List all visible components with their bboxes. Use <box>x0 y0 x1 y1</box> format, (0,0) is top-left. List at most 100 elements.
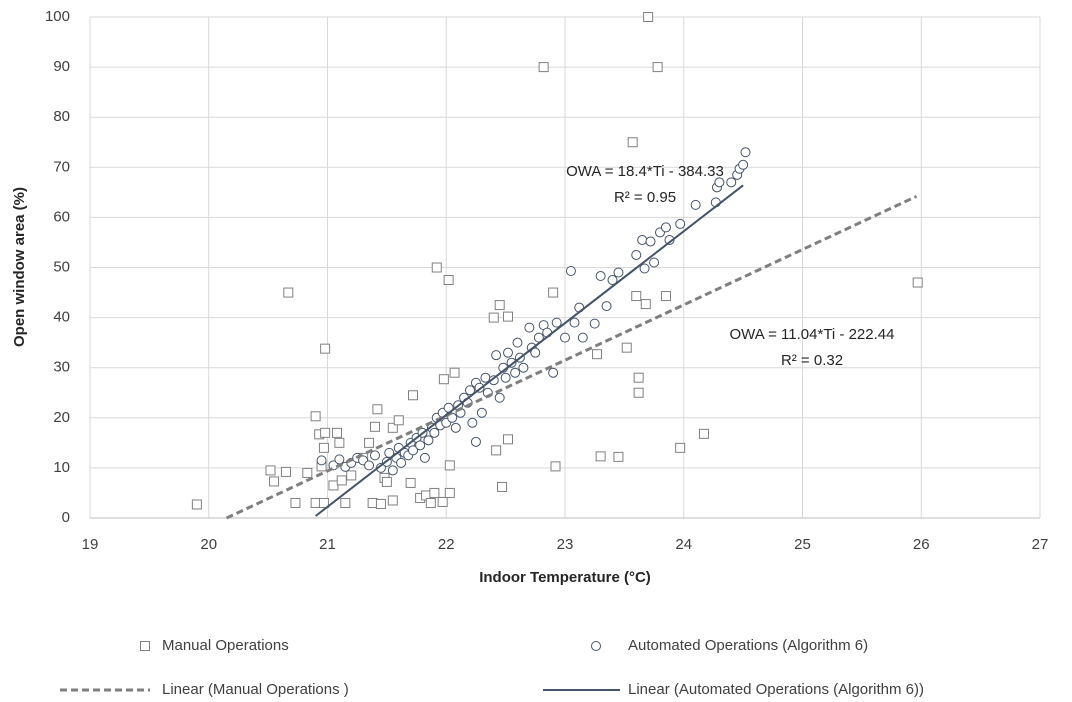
scatter-point <box>340 497 351 508</box>
y-tick-label: 10 <box>53 459 70 476</box>
scatter-point <box>320 343 331 354</box>
legend-label: Manual Operations <box>162 637 289 654</box>
scatter-point <box>690 199 701 210</box>
scatter-point <box>346 470 357 481</box>
scatter-point <box>512 337 523 348</box>
scatter-point <box>589 318 600 329</box>
scatter-point <box>387 422 398 433</box>
x-tick-label: 26 <box>913 536 930 553</box>
scatter-point <box>405 477 416 488</box>
scatter-point <box>265 465 276 476</box>
scatter-point <box>467 417 478 428</box>
scatter-point <box>476 407 487 418</box>
scatter-point <box>607 275 618 286</box>
scatter-point <box>524 322 535 333</box>
scatter-point <box>438 374 449 385</box>
scatter-point <box>633 387 644 398</box>
legend-marker <box>591 641 601 651</box>
scatter-point <box>372 404 383 415</box>
x-axis-title: Indoor Temperature (°C) <box>479 569 651 586</box>
scatter-point <box>449 367 460 378</box>
scatter-point <box>649 257 660 268</box>
scatter-point <box>560 332 570 343</box>
scatter-point <box>318 497 329 508</box>
scatter-point <box>370 421 380 432</box>
scatter-point <box>912 277 923 288</box>
scatter-point <box>548 367 559 378</box>
legend-label: Automated Operations (Algorithm 6) <box>628 637 868 654</box>
x-tick-label: 25 <box>794 536 811 553</box>
scatter-point <box>480 372 491 383</box>
scatter-point <box>518 362 529 373</box>
x-tick-label: 19 <box>82 536 99 553</box>
x-tick-label: 27 <box>1032 536 1049 553</box>
scatter-point <box>320 427 331 438</box>
annotation: R² = 0.95 <box>614 189 676 206</box>
scatter-point <box>503 347 513 358</box>
scatter-point <box>595 271 606 282</box>
scatter-point <box>601 301 612 312</box>
x-tick-label: 23 <box>557 536 574 553</box>
scatter-point <box>387 465 398 476</box>
scatter-point <box>497 481 508 492</box>
scatter-point <box>548 287 559 298</box>
scatter-point <box>488 375 499 386</box>
scatter-point <box>283 287 294 298</box>
scatter-point <box>269 476 280 487</box>
y-tick-label: 50 <box>53 258 70 275</box>
y-tick-label: 100 <box>45 8 70 25</box>
scatter-point <box>415 440 426 451</box>
scatter-point <box>640 299 651 310</box>
scatter-point <box>538 62 549 73</box>
scatter-point <box>444 487 455 498</box>
scatter-point <box>738 159 749 170</box>
scatter-point <box>494 300 505 311</box>
scatter-point <box>429 487 440 498</box>
scatter-point <box>425 497 436 508</box>
scatter-point <box>387 495 398 506</box>
scatter-point <box>627 137 638 148</box>
scatter-point <box>577 332 588 343</box>
annotation: R² = 0.32 <box>781 352 843 369</box>
scatter-point <box>318 442 329 453</box>
scatter-point <box>375 498 386 509</box>
y-tick-label: 30 <box>53 359 70 376</box>
scatter-point <box>364 437 375 448</box>
scatter-point <box>631 249 642 260</box>
scatter-point <box>437 496 448 507</box>
scatter-point <box>595 451 606 462</box>
scatter-point <box>450 422 461 433</box>
scatter-point <box>510 367 521 378</box>
scatter-point <box>310 411 321 422</box>
scatter-point <box>613 451 624 462</box>
scatter-point <box>332 427 342 438</box>
scatter-point <box>740 147 751 158</box>
scatter-point <box>530 347 541 358</box>
annotation: OWA = 18.4*Ti - 384.33 <box>566 163 724 180</box>
scatter-point <box>408 390 418 401</box>
legend-marker <box>140 641 150 651</box>
scatter-point <box>364 460 375 471</box>
x-tick-label: 24 <box>675 536 692 553</box>
scatter-point <box>336 475 347 486</box>
scatter-point <box>639 263 650 274</box>
scatter-point <box>726 177 737 188</box>
scatter-point <box>491 350 502 361</box>
trendline <box>225 194 918 520</box>
scatter-point <box>384 447 395 458</box>
scatter-point <box>633 372 644 383</box>
scatter-point <box>328 480 339 491</box>
y-tick-label: 60 <box>53 208 70 225</box>
scatter-point <box>431 262 442 273</box>
scatter-point <box>569 317 580 328</box>
scatter-point <box>621 342 632 353</box>
y-tick-label: 20 <box>53 409 70 426</box>
scatter-point <box>488 312 499 323</box>
scatter-point <box>470 436 481 447</box>
scatter-point <box>494 392 505 403</box>
scatter-point <box>503 311 513 322</box>
scatter-point <box>491 445 502 456</box>
scatter-point <box>551 317 562 328</box>
scatter-point <box>443 275 454 286</box>
